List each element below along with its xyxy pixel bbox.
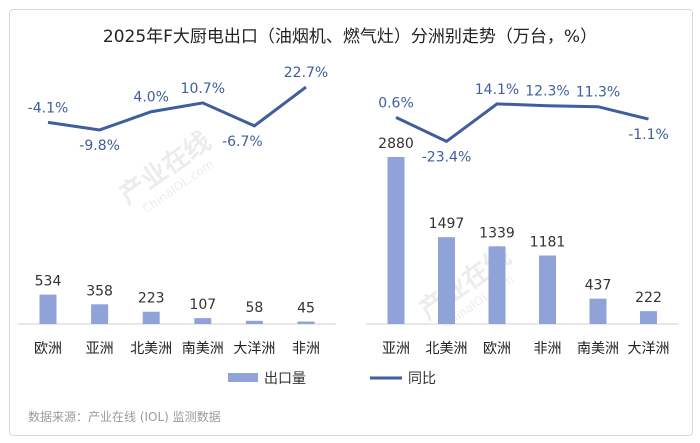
yoy-value-label: -4.1% xyxy=(28,100,69,116)
bar xyxy=(39,294,57,324)
category-label: 亚洲 xyxy=(382,341,410,357)
yoy-value-label: 14.1% xyxy=(475,82,519,98)
bar-value-label: 1339 xyxy=(479,225,515,241)
bar-value-label: 2880 xyxy=(378,136,414,152)
yoy-value-label: 12.3% xyxy=(525,84,569,100)
legend-bar-swatch xyxy=(228,373,258,382)
yoy-line xyxy=(47,85,307,132)
yoy-line xyxy=(395,102,649,144)
bar-value-label: 358 xyxy=(86,283,113,299)
bar xyxy=(488,246,506,324)
bar xyxy=(142,311,160,324)
yoy-value-label: -6.7% xyxy=(222,134,263,150)
category-label: 大洋洲 xyxy=(233,341,275,357)
yoy-value-label: -1.1% xyxy=(628,127,669,143)
category-label: 欧洲 xyxy=(483,341,511,357)
bar-value-label: 1181 xyxy=(530,235,566,251)
bar-value-label: 58 xyxy=(245,300,263,316)
bar xyxy=(194,318,212,324)
bar xyxy=(640,311,657,324)
yoy-value-label: 11.3% xyxy=(576,85,620,101)
bar-value-label: 222 xyxy=(635,290,662,306)
legend: 出口量 同比 xyxy=(228,371,436,387)
bar-value-label: 223 xyxy=(138,291,165,307)
category-label: 大洋洲 xyxy=(628,341,670,357)
bar xyxy=(245,320,263,324)
category-label: 南美洲 xyxy=(577,341,619,357)
yoy-value-label: 4.0% xyxy=(133,90,169,106)
bar xyxy=(387,156,405,324)
yoy-value-label: 10.7% xyxy=(181,81,225,97)
source-note: 数据来源：产业在线 (IOL) 监测数据 xyxy=(28,410,221,424)
bar xyxy=(589,298,607,324)
category-label: 北美洲 xyxy=(426,341,468,357)
category-label: 北美洲 xyxy=(130,341,172,357)
yoy-value-label: -23.4% xyxy=(422,149,472,165)
plot-layer: 534 欧洲 358 亚洲 223 北美洲 107 南美洲 58 大洋洲 45 非洲 -4.1% -9.8… xyxy=(18,65,679,357)
bar-value-label: 437 xyxy=(585,278,612,294)
legend-bar-label: 出口量 xyxy=(264,371,306,387)
category-label: 非洲 xyxy=(534,341,562,357)
category-label: 南美洲 xyxy=(182,341,224,357)
bar xyxy=(438,237,455,324)
legend-line-label: 同比 xyxy=(408,371,436,387)
bar xyxy=(297,321,315,324)
bar xyxy=(539,255,556,324)
chart-frame xyxy=(9,9,693,436)
bar-value-label: 534 xyxy=(35,274,62,290)
bar-value-label: 1497 xyxy=(429,216,465,232)
category-label: 欧洲 xyxy=(34,341,62,357)
category-label: 非洲 xyxy=(292,341,320,357)
bar-value-label: 107 xyxy=(189,297,216,313)
bar xyxy=(91,304,109,324)
yoy-value-label: 0.6% xyxy=(378,95,414,111)
bar-value-label: 45 xyxy=(297,301,315,317)
category-label: 亚洲 xyxy=(86,341,114,357)
yoy-value-label: -9.8% xyxy=(79,138,120,154)
chart-title: 2025年F大厨电出口（油烟机、燃气灶）分洲别走势（万台，%） xyxy=(102,27,598,47)
yoy-value-label: 22.7% xyxy=(284,65,328,81)
